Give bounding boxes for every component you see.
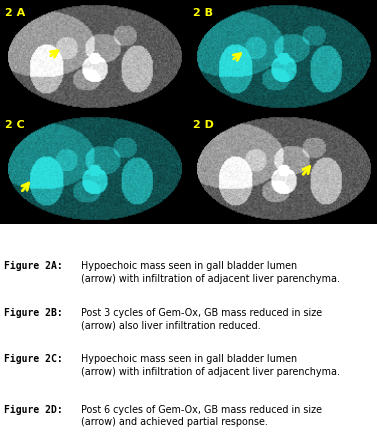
Text: 2 B: 2 B xyxy=(193,8,213,18)
Text: Hypoechoic mass seen in gall bladder lumen
(arrow) with infiltration of adjacent: Hypoechoic mass seen in gall bladder lum… xyxy=(81,261,340,284)
Text: Figure 2B:: Figure 2B: xyxy=(4,308,63,318)
Text: 2 D: 2 D xyxy=(193,119,214,129)
Text: Figure 2A:: Figure 2A: xyxy=(4,261,63,271)
Text: 2 A: 2 A xyxy=(5,8,25,18)
Text: Post 6 cycles of Gem-Ox, GB mass reduced in size
(arrow) and achieved partial re: Post 6 cycles of Gem-Ox, GB mass reduced… xyxy=(81,404,322,427)
Text: 2 C: 2 C xyxy=(5,119,24,129)
Text: Figure 2D:: Figure 2D: xyxy=(4,404,63,414)
Text: Post 3 cycles of Gem-Ox, GB mass reduced in size
(arrow) also liver infiltration: Post 3 cycles of Gem-Ox, GB mass reduced… xyxy=(81,308,322,331)
Text: Hypoechoic mass seen in gall bladder lumen
(arrow) with infiltration of adjacent: Hypoechoic mass seen in gall bladder lum… xyxy=(81,354,340,377)
Text: Figure 2C:: Figure 2C: xyxy=(4,354,63,364)
